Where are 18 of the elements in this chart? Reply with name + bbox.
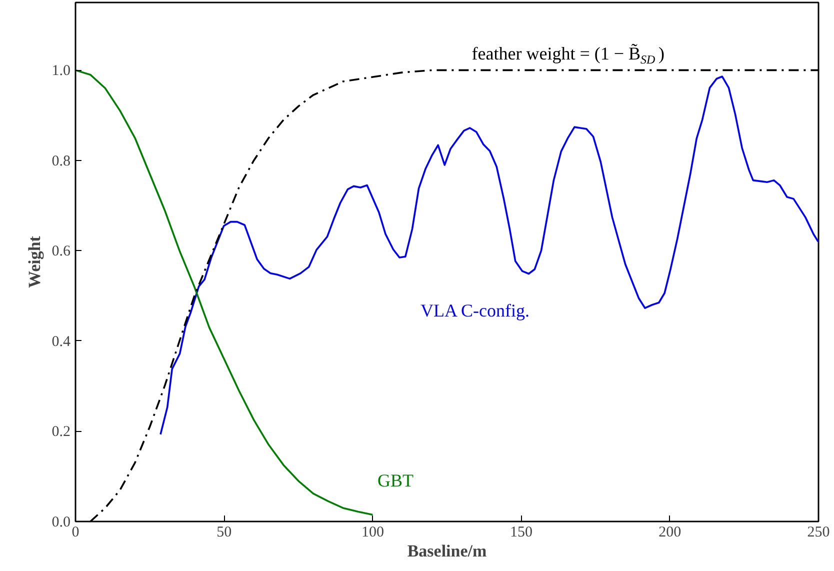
- y-tick-label: 0.2: [52, 424, 70, 440]
- x-tick-label: 150: [510, 524, 533, 540]
- series-label: VLA C-config.: [420, 300, 530, 320]
- y-tick-label: 0.6: [52, 244, 71, 260]
- y-tick-label: 0.4: [52, 334, 71, 350]
- line-series: [76, 69, 374, 516]
- y-tick-label: 0.8: [52, 153, 70, 170]
- x-tick-label: 0: [72, 524, 80, 540]
- y-tick-label: 0.0: [52, 514, 70, 530]
- series-label: GBT: [378, 470, 414, 490]
- x-tick-label: 100: [361, 524, 384, 540]
- x-tick-label: 250: [807, 524, 830, 540]
- x-tick-label: 50: [216, 524, 232, 540]
- line-series: [160, 76, 818, 436]
- x-axis-title: Baseline/m: [407, 542, 487, 560]
- y-axis-title: Weight: [24, 236, 44, 288]
- y-tick-label: 1.0: [52, 63, 70, 80]
- x-tick-label: 200: [658, 524, 682, 540]
